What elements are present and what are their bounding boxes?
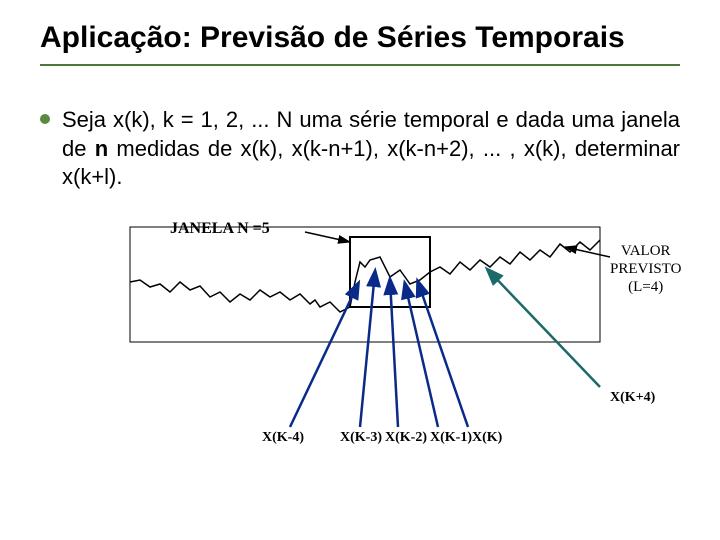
label-xk3: X(K-3) — [340, 430, 382, 446]
body-row: Seja x(k), k = 1, 2, ... N uma série tem… — [40, 106, 680, 192]
label-xk4: X(K-4) — [262, 430, 304, 446]
title-underline — [40, 64, 680, 66]
label-xkp4: X(K+4) — [610, 390, 655, 406]
time-series-line — [130, 240, 600, 312]
chart-frame — [130, 227, 600, 342]
label-xk1: X(K-1) — [430, 430, 472, 446]
body-bold-n: n — [95, 136, 108, 161]
janela-arrow — [305, 232, 350, 242]
blue-arrows-group — [290, 272, 468, 427]
label-xk: X(K) — [472, 430, 502, 446]
title: Aplicação: Previsão de Séries Temporais — [40, 20, 680, 56]
bullet-icon — [40, 114, 50, 124]
window-value-arrow — [360, 272, 375, 427]
window-value-arrow — [405, 284, 438, 427]
diagram-area: JANELA N =5 VALOR PREVISTO (L=4) X(K-4) … — [60, 212, 680, 462]
predicted-arrow — [488, 270, 600, 387]
body-text: Seja x(k), k = 1, 2, ... N uma série tem… — [62, 106, 680, 192]
body-suffix: medidas de x(k), x(k-n+1), x(k-n+2), ...… — [62, 136, 680, 190]
label-xk2: X(K-2) — [385, 430, 427, 446]
window-value-arrow — [418, 282, 468, 427]
window-value-arrow — [390, 280, 398, 427]
chart-svg — [60, 212, 700, 452]
